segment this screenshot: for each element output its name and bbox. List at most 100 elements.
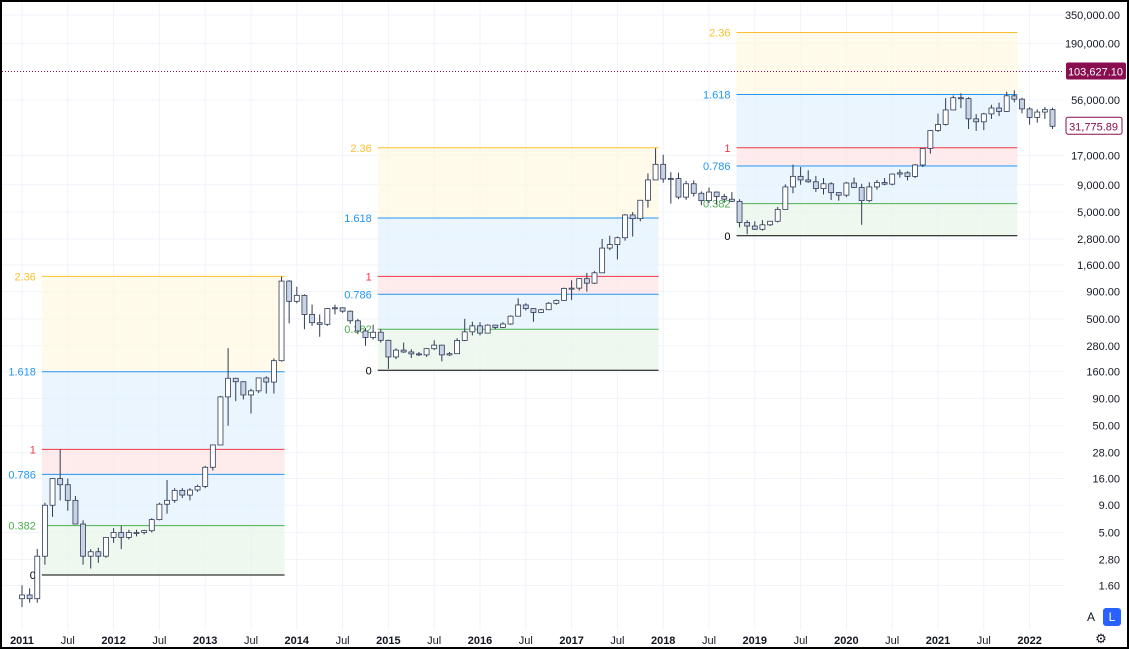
candle	[49, 478, 56, 517]
candle-body	[49, 478, 56, 506]
current-price-badge-text: 103,627.10	[1068, 66, 1123, 78]
price-tick-label: 500.00	[1086, 314, 1120, 326]
candle-body	[164, 499, 170, 505]
candle	[309, 304, 315, 326]
price-tick-label: 5.00	[1099, 527, 1120, 539]
candle	[797, 167, 804, 185]
fib-extension-1[interactable]: 0 0.382 0.786 1 1.618 2.36	[8, 271, 285, 582]
candle-body	[713, 191, 720, 197]
auto-scale-button[interactable]: A	[1086, 610, 1095, 624]
candle	[187, 488, 193, 501]
fibonacci-extensions[interactable]: 0 0.382 0.786 1 1.618 2.36 0 0.382 0.786 1 1.618 2.…	[8, 28, 1018, 582]
candle	[26, 588, 33, 603]
candle-body	[896, 172, 903, 175]
candle	[927, 130, 934, 154]
candle-body	[270, 360, 277, 383]
candle	[72, 495, 79, 525]
candle-body	[904, 172, 911, 177]
time-tick-label: Jul	[61, 635, 75, 647]
gear-icon[interactable]: ⚙	[1095, 631, 1107, 646]
candle-body	[438, 344, 445, 356]
candle	[973, 114, 980, 131]
candle	[706, 187, 712, 203]
candle	[370, 324, 377, 340]
candle-body	[866, 186, 873, 202]
candle	[293, 286, 300, 304]
time-tick-label: Jul	[152, 635, 166, 647]
candle	[645, 173, 651, 208]
candle-body	[370, 331, 377, 338]
candle-body	[583, 278, 590, 284]
time-tick-label: 2015	[376, 635, 400, 647]
price-axis[interactable]: 350,000.00 190,000.00 56,000.00 17,000.00 9,…	[1065, 10, 1120, 592]
last-close-badge: 31,775.89	[1065, 116, 1123, 135]
candle	[843, 181, 850, 198]
candle	[64, 478, 71, 511]
price-tick-label: 16.00	[1092, 474, 1120, 486]
log-scale-button[interactable]: L	[1103, 608, 1121, 626]
price-tick-label: 9.00	[1099, 500, 1120, 512]
candle-body	[324, 308, 331, 325]
candle	[499, 322, 506, 329]
candle	[148, 518, 155, 533]
candle-body	[80, 523, 86, 557]
candle-body	[812, 181, 819, 189]
time-tick-label: 2020	[834, 635, 858, 647]
candle-body	[744, 222, 751, 227]
candle-body	[133, 532, 140, 534]
candle	[385, 339, 392, 369]
candle-body	[690, 183, 697, 194]
fib-level-label: 2.36	[350, 143, 371, 155]
fib-level-label: 1	[30, 444, 36, 456]
candle-body	[530, 308, 537, 313]
candle	[332, 304, 338, 315]
candle-body	[1011, 95, 1018, 100]
candle	[988, 104, 995, 119]
candle-body	[354, 320, 361, 332]
candle-body	[622, 214, 628, 239]
candle-body	[454, 340, 461, 355]
candle	[683, 180, 689, 200]
candle	[133, 529, 140, 537]
candle-body	[706, 191, 712, 202]
price-tick-label: 90.00	[1092, 393, 1120, 405]
candle	[522, 303, 529, 311]
candle-body	[385, 339, 392, 358]
candle-body	[278, 280, 285, 362]
candle-body	[1026, 108, 1033, 118]
candle	[866, 182, 873, 203]
candle	[896, 169, 903, 178]
fib-zone	[41, 276, 285, 372]
candle-body	[835, 192, 842, 196]
candle	[904, 171, 911, 181]
candle-body	[416, 353, 422, 356]
candle-body	[545, 302, 552, 311]
candle-body	[851, 182, 857, 188]
candle-body	[919, 148, 926, 166]
candle	[240, 381, 247, 400]
candle	[568, 280, 575, 301]
price-tick-label: 17,000.00	[1071, 150, 1120, 162]
candle	[179, 488, 186, 499]
candle	[782, 184, 789, 210]
fib-zone	[377, 147, 659, 219]
fib-zone	[41, 371, 285, 450]
candle-body	[522, 304, 529, 310]
candle-body	[187, 489, 193, 496]
candle-body	[293, 294, 300, 302]
fib-extension-3[interactable]: 0 0.382 0.786 1 1.618 2.36	[703, 28, 1018, 243]
candle-body	[240, 381, 247, 396]
time-tick-label: Jul	[977, 635, 991, 647]
candle-body	[927, 130, 934, 149]
candle-body	[874, 182, 880, 188]
candle	[606, 235, 613, 251]
price-tick-label: 190,000.00	[1065, 38, 1120, 50]
candle-body	[683, 183, 689, 198]
candle-body	[57, 478, 64, 486]
time-axis[interactable]: 2011 Jul 2012 Jul 2013 Jul 2014 Jul 2015 Jul 2016 J…	[10, 635, 1042, 647]
current-price-badge-bg	[1066, 62, 1126, 80]
candle-body	[225, 377, 232, 398]
candle	[324, 308, 331, 326]
